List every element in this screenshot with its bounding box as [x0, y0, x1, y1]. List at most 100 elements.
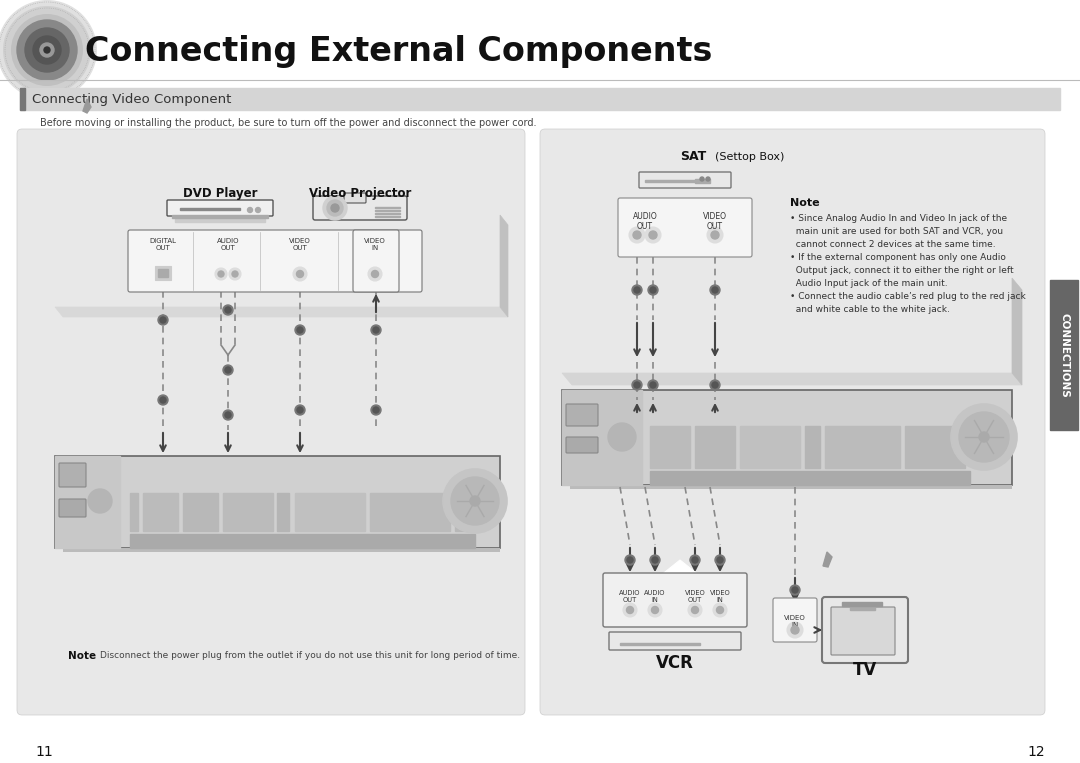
- Circle shape: [297, 327, 303, 333]
- Bar: [696, 426, 735, 468]
- Bar: [295, 493, 365, 531]
- Circle shape: [648, 285, 658, 295]
- FancyBboxPatch shape: [55, 456, 500, 548]
- Circle shape: [959, 412, 1009, 462]
- Bar: [21, 88, 25, 110]
- Text: DVD Player: DVD Player: [183, 186, 257, 199]
- FancyBboxPatch shape: [129, 230, 422, 292]
- Text: AUDIO
OUT: AUDIO OUT: [619, 590, 640, 603]
- Bar: [63, 548, 500, 552]
- Circle shape: [707, 227, 723, 243]
- Bar: [172, 217, 268, 218]
- Polygon shape: [83, 99, 91, 113]
- Text: Before moving or installing the product, be sure to turn off the power and disco: Before moving or installing the product,…: [40, 118, 537, 128]
- Circle shape: [951, 404, 1017, 470]
- FancyBboxPatch shape: [167, 200, 273, 216]
- Bar: [172, 214, 268, 216]
- FancyBboxPatch shape: [353, 230, 399, 292]
- Bar: [455, 493, 475, 531]
- Circle shape: [40, 43, 54, 57]
- Bar: [842, 602, 882, 606]
- FancyBboxPatch shape: [345, 193, 366, 203]
- Circle shape: [222, 365, 233, 375]
- Polygon shape: [562, 373, 1022, 385]
- Circle shape: [160, 397, 166, 403]
- Bar: [180, 208, 240, 210]
- Text: • Connect the audio cable’s red plug to the red jack: • Connect the audio cable’s red plug to …: [789, 292, 1026, 301]
- Bar: [905, 426, 966, 468]
- Polygon shape: [500, 215, 508, 317]
- Text: VIDEO
OUT: VIDEO OUT: [703, 212, 727, 231]
- Bar: [175, 218, 265, 222]
- Circle shape: [712, 382, 718, 388]
- Text: • If the external component has only one Audio: • If the external component has only one…: [789, 253, 1005, 262]
- Circle shape: [629, 227, 645, 243]
- Bar: [825, 426, 900, 468]
- Circle shape: [627, 557, 633, 563]
- Circle shape: [225, 367, 231, 373]
- Circle shape: [373, 327, 379, 333]
- Polygon shape: [823, 552, 832, 567]
- Circle shape: [700, 177, 704, 181]
- Bar: [375, 213, 400, 214]
- Circle shape: [688, 603, 702, 617]
- Circle shape: [690, 555, 700, 565]
- Circle shape: [33, 36, 60, 64]
- Circle shape: [791, 626, 799, 634]
- Circle shape: [706, 177, 710, 181]
- Circle shape: [648, 380, 658, 390]
- Circle shape: [634, 382, 640, 388]
- Text: Note: Note: [68, 651, 96, 661]
- Text: Audio Input jack of the main unit.: Audio Input jack of the main unit.: [789, 279, 947, 288]
- Circle shape: [3, 6, 91, 94]
- Bar: [645, 180, 705, 182]
- Bar: [650, 471, 970, 485]
- Text: cannot connect 2 devices at the same time.: cannot connect 2 devices at the same tim…: [789, 240, 996, 249]
- Circle shape: [297, 407, 303, 413]
- Text: Note: Note: [789, 198, 820, 208]
- Circle shape: [222, 410, 233, 420]
- Circle shape: [215, 268, 227, 280]
- Bar: [562, 390, 642, 485]
- Circle shape: [648, 603, 662, 617]
- Circle shape: [710, 380, 720, 390]
- Text: main unit are used for both SAT and VCR, you: main unit are used for both SAT and VCR,…: [789, 227, 1003, 236]
- Polygon shape: [660, 560, 700, 576]
- Circle shape: [295, 325, 305, 335]
- Text: AUDIO
IN: AUDIO IN: [645, 590, 665, 603]
- Text: 12: 12: [1027, 745, 1045, 759]
- Circle shape: [87, 489, 112, 513]
- Circle shape: [160, 317, 166, 323]
- Text: Connecting External Components: Connecting External Components: [85, 36, 713, 69]
- Circle shape: [17, 20, 77, 80]
- Circle shape: [373, 407, 379, 413]
- Text: CONNECTIONS: CONNECTIONS: [1059, 313, 1069, 398]
- Bar: [55, 456, 120, 548]
- Polygon shape: [1012, 278, 1022, 385]
- Text: AUDIO
OUT: AUDIO OUT: [633, 212, 658, 231]
- Circle shape: [652, 557, 658, 563]
- Circle shape: [297, 271, 303, 278]
- Bar: [740, 426, 800, 468]
- Bar: [370, 493, 450, 531]
- Circle shape: [295, 405, 305, 415]
- Bar: [222, 493, 273, 531]
- Circle shape: [691, 607, 699, 613]
- Bar: [570, 485, 1012, 489]
- FancyBboxPatch shape: [562, 390, 1012, 485]
- Circle shape: [158, 395, 168, 405]
- Text: VIDEO
OUT: VIDEO OUT: [289, 238, 311, 251]
- Bar: [375, 215, 400, 217]
- Circle shape: [717, 557, 723, 563]
- Bar: [375, 210, 400, 211]
- Text: Disconnect the power plug from the outlet if you do not use this unit for long p: Disconnect the power plug from the outle…: [100, 652, 521, 661]
- Bar: [696, 179, 710, 183]
- FancyBboxPatch shape: [313, 196, 407, 220]
- Circle shape: [256, 208, 260, 213]
- Text: 11: 11: [35, 745, 53, 759]
- Bar: [130, 493, 138, 531]
- FancyBboxPatch shape: [831, 607, 895, 655]
- Circle shape: [715, 555, 725, 565]
- Circle shape: [451, 477, 499, 525]
- Circle shape: [293, 267, 307, 281]
